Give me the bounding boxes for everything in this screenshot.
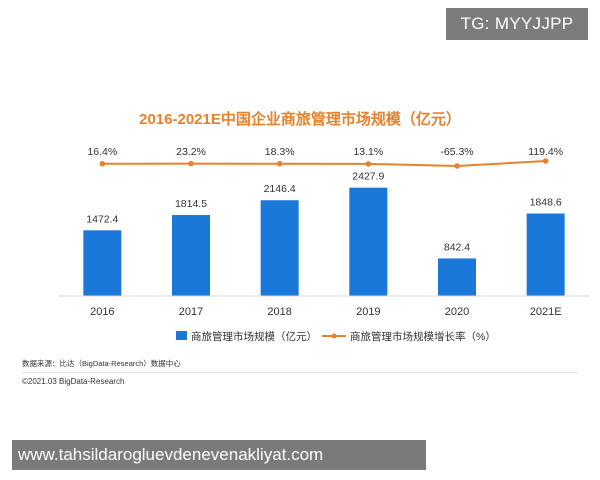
footer-divider	[22, 372, 578, 373]
legend: 商旅管理市场规模（亿元） 商旅管理市场规模增长率（%）	[176, 330, 496, 343]
bar-2020	[438, 258, 476, 296]
growth-rate-label: 13.1%	[353, 146, 383, 158]
data-source-note: 数据来源：比达（BigData-Research）数据中心	[22, 359, 181, 368]
bars-group: 1472.4 1814.5 2146.4 2427.9 842.4 1848.6	[83, 171, 565, 296]
legend-line-marker	[331, 333, 337, 339]
bar-2016	[83, 230, 122, 296]
growth-rate-label: 16.4%	[87, 146, 117, 158]
bar-value-label: 2146.4	[264, 183, 296, 195]
website-banner: www.tahsildarogluevdenevenakliyat.com	[12, 440, 426, 470]
growth-rate-point	[276, 160, 283, 167]
growth-rate-point	[542, 158, 549, 164]
x-tick-label: 2021E	[530, 306, 562, 318]
legend-bar-swatch	[176, 331, 187, 340]
bar-value-label: 1472.4	[86, 213, 118, 225]
growth-rate-label: 119.4%	[528, 146, 563, 158]
growth-rate-label: 23.2%	[176, 146, 206, 158]
growth-rate-label: -65.3%	[440, 146, 473, 158]
x-tick-label: 2018	[267, 306, 291, 318]
growth-rate-point	[365, 161, 372, 167]
chart-area: 2016-2021E中国企业商旅管理市场规模（亿元） 16.4% 23.2% 18.…	[58, 110, 590, 343]
growth-rate-label: 18.3%	[265, 146, 295, 158]
bar-2018	[260, 200, 299, 296]
bar-value-label: 1814.5	[175, 198, 207, 210]
growth-rate-line	[102, 160, 546, 168]
growth-rate-point	[454, 163, 460, 169]
x-tick-label: 2019	[356, 306, 380, 318]
x-ticks-group: 2016 2017 2018 2019 2020 2021E	[90, 306, 561, 318]
legend-bar-label: 商旅管理市场规模（亿元）	[191, 330, 317, 343]
growth-rate-line-group: 16.4% 23.2% 18.3% 13.1% -65.3% 119.4%	[87, 146, 563, 169]
bar-value-label: 842.4	[444, 241, 470, 253]
legend-line-label: 商旅管理市场规模增长率（%）	[350, 330, 496, 343]
x-tick-label: 2017	[179, 306, 203, 318]
bar-2021E	[526, 213, 565, 296]
bar-2019	[349, 187, 388, 296]
growth-rate-point	[188, 160, 194, 167]
bar-value-label: 2427.9	[352, 171, 384, 183]
tg-watermark-badge: TG: MYYJJPP	[446, 8, 588, 40]
bar-2017	[172, 215, 210, 296]
chart-title: 2016-2021E中国企业商旅管理市场规模（亿元）	[139, 110, 461, 128]
x-tick-label: 2016	[90, 306, 114, 318]
copyright-note: ©2021.03 BigData-Research	[22, 377, 125, 386]
bar-value-label: 1848.6	[530, 197, 562, 209]
x-tick-label: 2020	[445, 306, 469, 318]
growth-rate-point	[99, 160, 106, 167]
